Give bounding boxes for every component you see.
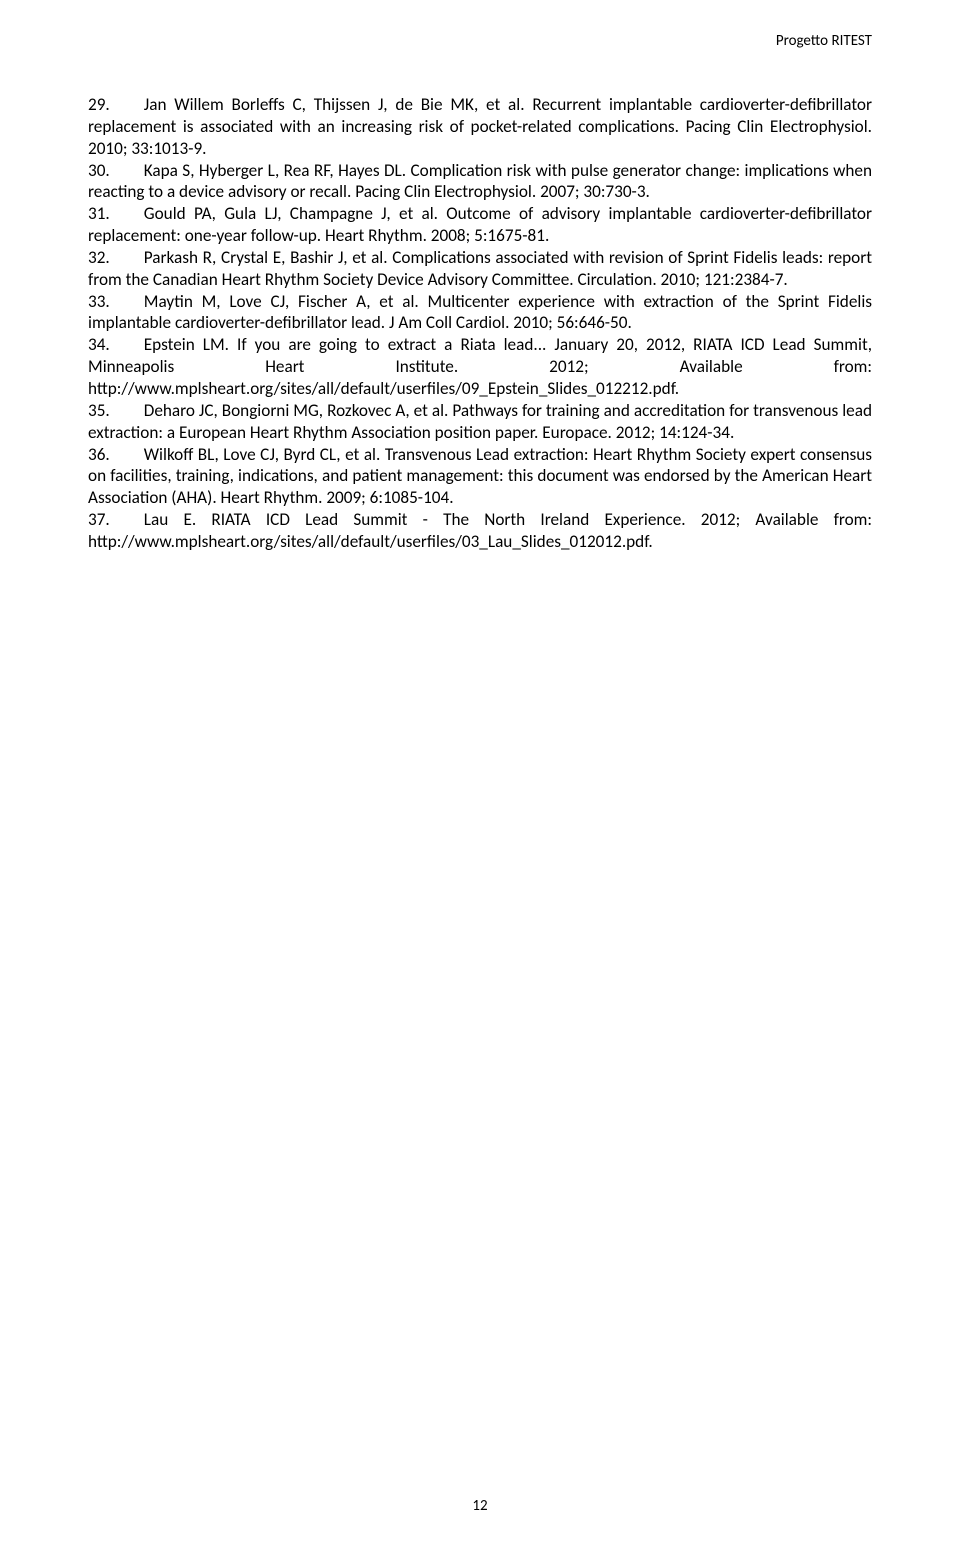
reference-item: 33.Maytin M, Love CJ, Fischer A, et al. … [88,291,872,335]
reference-item: 31.Gould PA, Gula LJ, Champagne J, et al… [88,203,872,247]
reference-number: 35. [88,400,110,421]
reference-item: 34.Epstein LM. If you are going to extra… [88,334,872,400]
reference-text: Epstein LM. If you are going to extract … [88,334,872,399]
reference-number: 29. [88,94,110,115]
running-header: Progetto RITEST [776,32,872,50]
reference-item: 30.Kapa S, Hyberger L, Rea RF, Hayes DL.… [88,160,872,204]
reference-item: 35.Deharo JC, Bongiorni MG, Rozkovec A, … [88,400,872,444]
reference-number: 37. [88,509,110,530]
reference-number: 34. [88,334,110,355]
reference-list: 29.Jan Willem Borleffs C, Thijssen J, de… [88,94,872,553]
reference-number: 36. [88,444,110,465]
reference-number: 32. [88,247,110,268]
reference-text: Deharo JC, Bongiorni MG, Rozkovec A, et … [88,400,872,443]
reference-number: 30. [88,160,110,181]
reference-item: 29.Jan Willem Borleffs C, Thijssen J, de… [88,94,872,160]
reference-number: 31. [88,203,110,224]
reference-item: 37.Lau E. RIATA ICD Lead Summit - The No… [88,509,872,553]
reference-text: Lau E. RIATA ICD Lead Summit - The North… [88,509,872,552]
reference-text: Kapa S, Hyberger L, Rea RF, Hayes DL. Co… [88,160,872,203]
reference-text: Wilkoff BL, Love CJ, Byrd CL, et al. Tra… [88,444,872,509]
reference-text: Maytin M, Love CJ, Fischer A, et al. Mul… [88,291,872,334]
reference-text: Gould PA, Gula LJ, Champagne J, et al. O… [88,203,872,246]
reference-item: 32.Parkash R, Crystal E, Bashir J, et al… [88,247,872,291]
reference-number: 33. [88,291,110,312]
reference-text: Jan Willem Borleffs C, Thijssen J, de Bi… [88,94,872,159]
page: Progetto RITEST 29.Jan Willem Borleffs C… [0,0,960,1543]
page-number: 12 [0,1497,960,1515]
reference-text: Parkash R, Crystal E, Bashir J, et al. C… [88,247,872,290]
reference-item: 36.Wilkoff BL, Love CJ, Byrd CL, et al. … [88,444,872,510]
